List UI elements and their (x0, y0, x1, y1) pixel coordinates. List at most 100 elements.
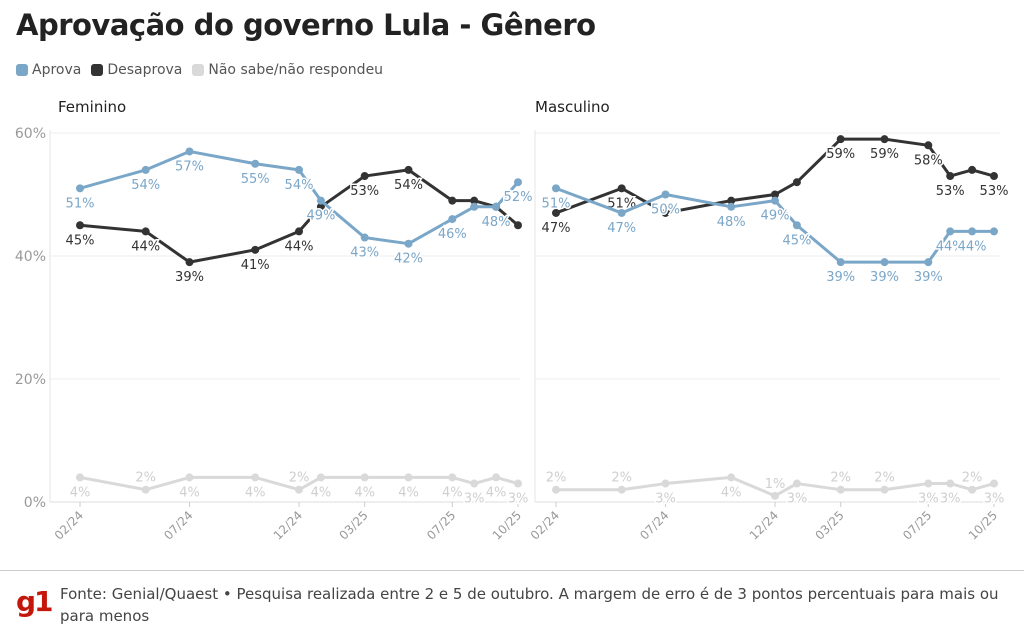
data-label: 4% (70, 485, 91, 500)
data-point (316, 202, 325, 211)
y-tick-label: 60% (15, 126, 46, 142)
data-point (771, 196, 779, 205)
x-tick-label: 07/25 (900, 508, 934, 542)
data-label: 39% (870, 270, 899, 285)
data-point (404, 239, 413, 248)
data-point (295, 485, 303, 494)
y-tick-label: 20% (15, 372, 46, 388)
data-label: 2% (830, 471, 851, 486)
data-label: 4% (311, 485, 332, 500)
data-label: 53% (350, 184, 379, 199)
data-point (404, 165, 413, 174)
data-point (185, 147, 194, 156)
data-label: 4% (398, 485, 419, 500)
data-label: 50% (651, 203, 680, 218)
data-point (185, 473, 194, 482)
data-point (360, 172, 369, 181)
data-point (470, 202, 479, 211)
data-point (836, 135, 845, 144)
panel-title: Feminino (58, 98, 126, 116)
data-point (448, 196, 457, 205)
data-label: 57% (175, 159, 204, 174)
data-label: 4% (486, 485, 507, 500)
data-label: 54% (131, 178, 160, 193)
data-point (76, 221, 84, 230)
legend-swatch (192, 64, 205, 76)
panel-feminino: Feminino 0% 20% 40% 60% 02/24 07/24 12/24 03/25 0… (15, 98, 534, 543)
data-point (141, 485, 150, 494)
data-point (792, 178, 801, 187)
data-point (727, 196, 736, 205)
data-label: 48% (482, 215, 511, 230)
x-tick-label: 02/24 (52, 508, 86, 542)
data-point (990, 479, 998, 488)
data-point (295, 165, 303, 174)
data-point (492, 473, 501, 482)
data-label: 44% (285, 239, 314, 254)
data-point (946, 479, 955, 488)
data-point (924, 141, 933, 150)
legend-label: Aprova (32, 62, 82, 78)
data-point (968, 227, 977, 236)
data-point (470, 479, 479, 488)
data-label: 2% (611, 471, 632, 486)
data-label: 52% (504, 190, 533, 205)
x-tick-label: 07/25 (424, 508, 458, 542)
data-label: 47% (607, 221, 636, 236)
data-point (514, 479, 522, 488)
data-label: 3% (984, 492, 1005, 507)
data-point (661, 479, 670, 488)
data-label: 3% (464, 492, 485, 507)
data-label: 44% (958, 239, 987, 254)
data-label: 2% (135, 471, 156, 486)
legend: Aprova Desaprova Não sabe/não respondeu (16, 62, 383, 78)
data-label: 45% (782, 233, 811, 248)
data-point (990, 227, 998, 236)
data-point (76, 184, 84, 193)
legend-nao-sabe[interactable]: Não sabe/não respondeu (192, 62, 383, 78)
source-note: Fonte: Genial/Quaest • Pesquisa realizad… (60, 585, 999, 625)
data-point (470, 196, 479, 205)
y-tick-label: 40% (15, 249, 46, 265)
chart-area: Feminino 0% 20% 40% 60% 02/24 07/24 12/24 03/25 0… (15, 98, 1010, 543)
data-point (771, 491, 779, 500)
x-tick-label: 12/24 (271, 508, 305, 542)
data-label: 59% (826, 147, 855, 162)
data-point (514, 221, 522, 230)
data-label: 39% (914, 270, 943, 285)
data-point (836, 258, 845, 267)
data-point (924, 479, 933, 488)
legend-desaprova[interactable]: Desaprova (91, 62, 182, 78)
data-point (552, 208, 560, 217)
x-tick-label: 12/24 (747, 508, 781, 542)
data-label: 47% (542, 221, 571, 236)
data-label: 4% (245, 485, 266, 500)
x-tick-label: 07/24 (161, 508, 195, 542)
data-label: 53% (980, 184, 1009, 199)
data-point (836, 485, 845, 494)
legend-aprova[interactable]: Aprova (16, 62, 81, 78)
data-label: 4% (179, 485, 200, 500)
data-point (448, 215, 457, 224)
data-point (880, 485, 889, 494)
data-label: 59% (870, 147, 899, 162)
data-point (792, 479, 801, 488)
data-point (792, 221, 801, 230)
data-point (251, 159, 260, 168)
data-label: 3% (787, 492, 808, 507)
data-label: 4% (442, 485, 463, 500)
x-tick-label: 02/24 (528, 508, 562, 542)
legend-label: Não sabe/não respondeu (208, 62, 384, 78)
data-point (661, 208, 670, 217)
data-label: 51% (542, 196, 571, 211)
data-label: 43% (350, 246, 379, 261)
data-label: 53% (936, 184, 965, 199)
data-point (771, 190, 779, 199)
data-point (552, 184, 560, 193)
data-point (946, 227, 955, 236)
panel-title: Masculino (535, 98, 610, 116)
data-label: 54% (285, 178, 314, 193)
data-point (76, 473, 84, 482)
data-label: 49% (761, 209, 790, 224)
data-label: 39% (175, 270, 204, 285)
